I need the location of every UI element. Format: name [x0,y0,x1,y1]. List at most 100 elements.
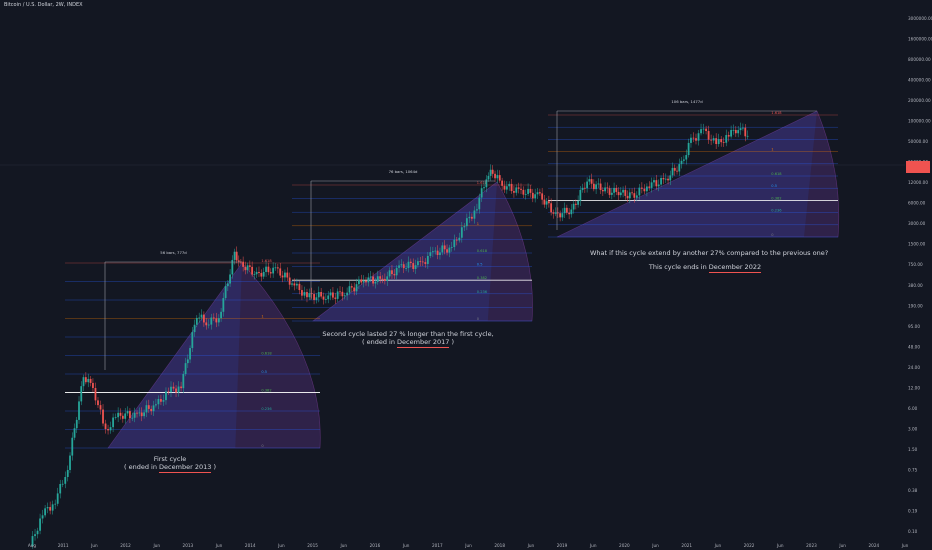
candle [104,423,107,430]
candle [450,247,453,248]
candle [570,209,573,215]
candle [274,267,277,269]
candle [41,515,44,519]
candle [34,534,36,537]
candle [298,283,301,291]
x-tick-label: Jun [277,543,285,548]
candle [109,427,112,431]
candle [233,251,236,260]
candle [353,287,356,292]
candle [491,169,494,174]
x-tick-label: 2021 [681,543,692,548]
candle [687,142,690,156]
candle [538,192,541,194]
candle [692,137,695,139]
candle [242,261,245,267]
candle [536,192,539,195]
candle [315,297,318,300]
fib-fan-inner [557,111,817,237]
candle [165,391,167,401]
candle [673,167,676,171]
candle [635,195,638,198]
y-tick-label: 50000.00 [908,139,928,144]
candle [734,129,737,134]
candle [561,213,564,218]
candle [212,317,215,319]
candle [222,298,225,312]
candle [503,185,506,190]
candle [739,128,742,131]
candle [407,261,410,269]
x-tick-label: Jun [152,543,160,548]
candle [412,263,415,269]
candle [49,507,52,511]
candle [324,299,327,300]
candle [112,417,114,428]
candle [276,267,279,269]
candle [744,127,747,137]
candle [448,247,451,253]
fib-level-label: 0.236 [771,209,782,213]
x-tick-label: Jun [464,543,472,548]
candle [99,405,102,410]
candle [129,411,131,419]
y-tick-label: 3000000.00 [908,16,932,21]
y-tick-label: 380.00 [908,283,923,288]
y-tick-label: 0.38 [908,488,918,493]
candle [358,279,360,285]
candle [51,504,54,511]
candle [395,267,398,276]
candle [436,250,439,256]
candle [463,226,466,228]
candle [707,131,710,140]
candle [251,266,254,275]
candle [552,212,555,214]
candle [246,265,249,271]
candle [588,179,591,182]
candle [189,348,191,360]
x-tick-label: Jun [340,543,348,548]
candle [198,317,201,319]
candle [597,183,600,185]
candle [421,261,424,263]
candle [182,374,185,389]
candle [279,268,282,276]
candle [478,197,481,210]
candle [601,189,604,192]
cycle2-line1: Second cycle lasted 27 % longer than the… [322,330,494,338]
candle [676,170,678,172]
candle [577,200,580,205]
candle [365,280,367,283]
candle [379,276,382,279]
y-tick-label: 3000.00 [908,221,926,226]
candle [114,417,117,419]
y-tick-label: 190.00 [908,303,923,308]
candle [697,133,700,141]
candle [505,186,508,190]
candle [313,294,315,300]
candle [317,292,320,298]
x-tick-label: Aug [28,543,37,548]
candle [650,182,653,188]
y-tick-label: 12000.00 [908,180,928,185]
candle [520,188,522,190]
candle [374,281,377,284]
candle [272,267,275,274]
x-tick-label: 2014 [245,543,256,548]
candle [36,530,39,535]
x-tick-label: 2016 [370,543,381,548]
x-tick-label: Jun [215,543,223,548]
y-tick-label: 3.00 [908,426,918,431]
candle [124,413,127,419]
candle [369,276,372,278]
candle [439,252,441,256]
candle [322,296,325,300]
candle [262,271,265,277]
candle [610,192,613,195]
candle [355,284,358,292]
candle [117,412,120,418]
candle [39,518,41,531]
candle [346,292,349,296]
candle [441,245,444,253]
